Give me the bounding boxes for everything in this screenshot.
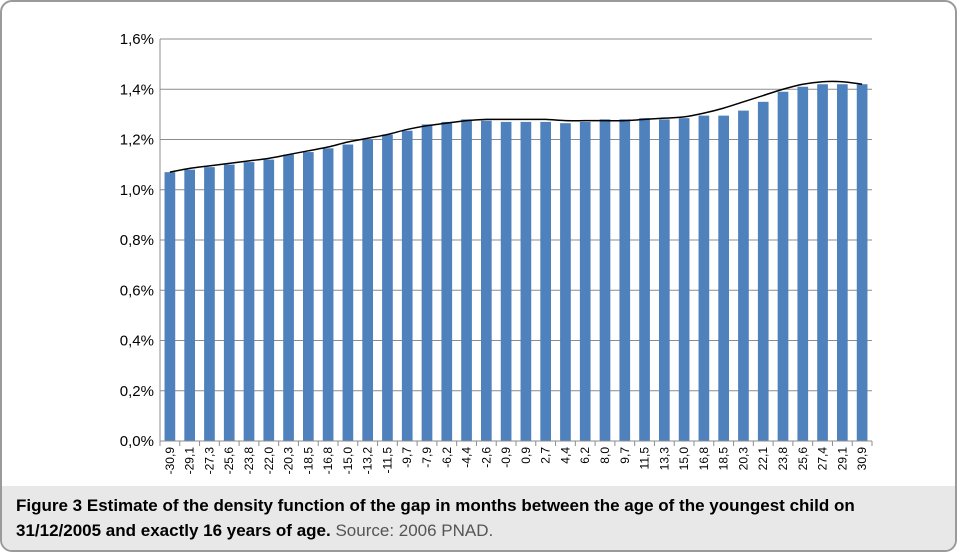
x-tick-label: 9,7	[618, 447, 632, 464]
bar	[421, 124, 433, 442]
bar	[441, 121, 453, 441]
bar	[382, 134, 393, 441]
x-tick-label: -6,2	[440, 447, 454, 468]
y-tick-label: 1,2%	[120, 132, 154, 149]
x-tick-label: 4,4	[558, 447, 572, 464]
bar	[658, 119, 670, 442]
x-tick-label: -27,3	[202, 447, 216, 475]
bar	[520, 121, 532, 441]
x-tick-label: 30,9	[855, 447, 869, 471]
bar	[698, 115, 710, 441]
bar	[302, 152, 314, 441]
bar	[500, 121, 512, 441]
bar	[797, 86, 809, 442]
x-tick-label: -4,4	[460, 447, 474, 468]
bar	[480, 120, 492, 441]
bar	[619, 119, 631, 442]
x-tick-label: -7,9	[420, 447, 434, 468]
x-tick-label: 16,8	[697, 447, 711, 471]
x-tick-label: 0,9	[519, 447, 533, 464]
bar	[560, 123, 571, 441]
bar	[639, 118, 650, 442]
x-tick-label: 27,4	[816, 447, 830, 471]
x-tick-label: 8,0	[598, 447, 612, 464]
x-tick-label: -22,0	[262, 447, 276, 475]
bar	[461, 119, 472, 442]
x-tick-label: 2,7	[539, 447, 553, 464]
x-tick-label: 22,1	[756, 447, 770, 471]
bar	[579, 121, 591, 441]
x-tick-label: 18,5	[717, 447, 731, 471]
x-tick-label: 29,1	[835, 447, 849, 471]
x-tick-label: -16,8	[321, 447, 335, 475]
x-tick-label: -25,6	[222, 447, 236, 475]
bar	[401, 130, 413, 442]
x-tick-label: 6,2	[578, 447, 592, 464]
x-tick-label: 11,5	[638, 447, 652, 470]
bar	[243, 162, 255, 442]
x-tick-label: 25,6	[796, 447, 810, 471]
x-tick-label: -18,5	[301, 447, 315, 475]
x-tick-label: 13,3	[657, 447, 671, 471]
trend-line	[169, 80, 863, 173]
bar	[836, 84, 848, 441]
x-tick-label: -0,9	[499, 447, 513, 468]
bar	[599, 119, 611, 442]
x-tick-label: -2,6	[479, 447, 493, 468]
bar	[757, 101, 769, 441]
bar	[362, 139, 374, 441]
bar	[283, 154, 294, 441]
caption-source: Source: 2006 PNAD.	[335, 521, 494, 540]
x-tick-label: -20,3	[282, 447, 296, 475]
caption-label: Figure 3	[16, 496, 83, 515]
bar	[718, 115, 730, 441]
bar	[540, 121, 552, 441]
bar	[263, 159, 275, 441]
y-tick-label: 0,6%	[120, 282, 154, 299]
x-tick-label: -30,9	[163, 447, 177, 475]
bar	[164, 172, 176, 441]
x-tick-label: 20,3	[736, 447, 750, 471]
y-tick-label: 1,4%	[120, 81, 154, 98]
x-tick-label: -23,8	[242, 447, 256, 475]
x-tick-label: 15,0	[677, 447, 691, 471]
caption: Figure 3 Estimate of the density functio…	[2, 486, 955, 550]
bar	[856, 84, 868, 441]
chart: 0,0% 0,2% 0,4% 0,6% 0,8% 1,0% 1,2% 1,4% 1,6% -30,…	[120, 31, 873, 475]
x-tick-label: -9,7	[400, 447, 414, 468]
x-tick-label: -29,1	[183, 447, 197, 475]
x-tick-label: 23,8	[776, 447, 790, 471]
bar	[322, 148, 334, 441]
bar	[777, 91, 789, 441]
bar	[184, 169, 196, 441]
bar	[204, 167, 215, 441]
y-tick-label: 0,4%	[120, 333, 154, 350]
bar	[342, 144, 354, 441]
caption-text: Estimate of the density function of the …	[16, 496, 855, 540]
y-tick-label: 0,8%	[120, 232, 154, 249]
bar	[817, 84, 828, 441]
bar	[678, 118, 690, 442]
y-tick-label: 0,0%	[120, 433, 154, 450]
x-tick-label: -13,2	[361, 447, 375, 475]
y-tick-label: 1,6%	[120, 31, 154, 48]
bar	[738, 110, 749, 441]
y-tick-label: 1,0%	[120, 182, 154, 199]
y-tick-label: 0,2%	[120, 383, 154, 400]
bar	[223, 164, 235, 441]
x-tick-label: -15,0	[341, 447, 355, 475]
x-tick-label: -11,5	[380, 447, 394, 474]
